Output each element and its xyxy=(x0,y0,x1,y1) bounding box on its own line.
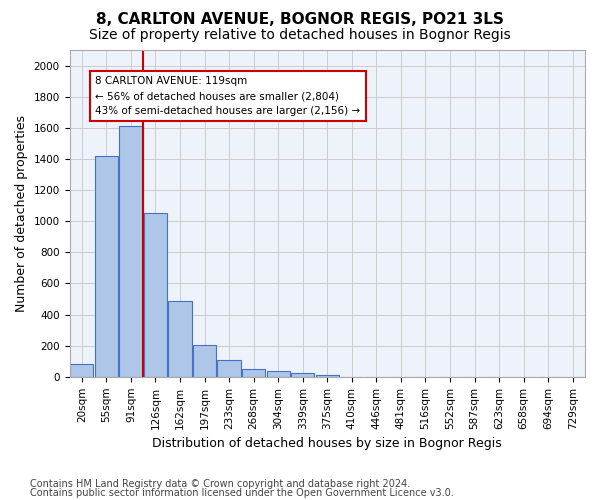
Bar xyxy=(266,372,290,377)
Y-axis label: Number of detached properties: Number of detached properties xyxy=(15,115,28,312)
Text: 8, CARLTON AVENUE, BOGNOR REGIS, PO21 3LS: 8, CARLTON AVENUE, BOGNOR REGIS, PO21 3L… xyxy=(96,12,504,28)
X-axis label: Distribution of detached houses by size in Bognor Regis: Distribution of detached houses by size … xyxy=(152,437,502,450)
Bar xyxy=(144,214,167,377)
Text: Contains HM Land Registry data © Crown copyright and database right 2024.: Contains HM Land Registry data © Crown c… xyxy=(30,479,410,489)
Bar xyxy=(316,375,339,377)
Bar xyxy=(217,360,241,377)
Bar xyxy=(291,374,314,377)
Bar xyxy=(242,370,265,377)
Bar xyxy=(169,300,191,377)
Text: Size of property relative to detached houses in Bognor Regis: Size of property relative to detached ho… xyxy=(89,28,511,42)
Text: 8 CARLTON AVENUE: 119sqm
← 56% of detached houses are smaller (2,804)
43% of sem: 8 CARLTON AVENUE: 119sqm ← 56% of detach… xyxy=(95,76,361,116)
Bar xyxy=(119,126,143,377)
Text: Contains public sector information licensed under the Open Government Licence v3: Contains public sector information licen… xyxy=(30,488,454,498)
Bar xyxy=(193,345,216,377)
Bar xyxy=(70,364,94,377)
Bar xyxy=(95,156,118,377)
